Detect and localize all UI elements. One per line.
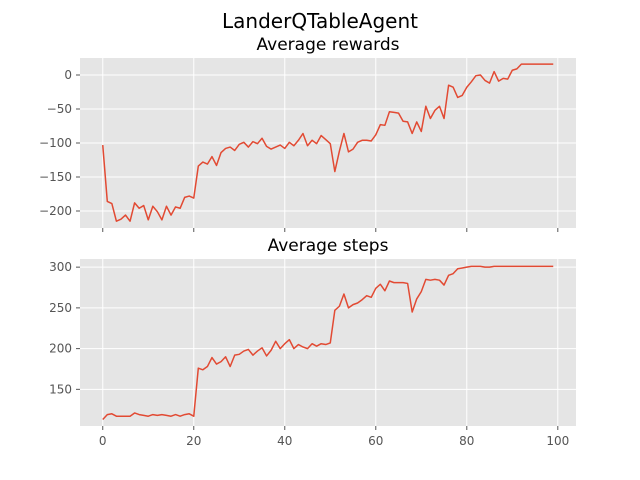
rewards-y-tick-label: −100 [39,136,72,150]
steps-x-tick-label: 0 [99,434,107,448]
rewards-y-tick-label: −150 [39,170,72,184]
rewards-y-tick-label: −50 [47,102,72,116]
steps-x-tick-label: 40 [277,434,292,448]
rewards-chart: 0 −50 −100 −150 −200 Average rewards [39,35,576,232]
steps-chart-title: Average steps [268,236,389,256]
steps-y-tick-label: 300 [49,260,72,274]
steps-y-tick-label: 150 [49,382,72,396]
rewards-series-line [102,63,554,222]
steps-y-tick-label: 250 [49,301,72,315]
steps-x-tick-label: 60 [368,434,383,448]
rewards-chart-title: Average rewards [257,35,400,55]
figure-suptitle: LanderQTableAgent [222,9,418,33]
rewards-y-tick-label: −200 [39,204,72,218]
steps-plot-area [80,259,576,426]
steps-series-line [102,265,554,420]
steps-y-tick-label: 200 [49,342,72,356]
steps-x-tick-label: 80 [459,434,474,448]
steps-x-tick-label: 20 [186,434,201,448]
steps-chart: 0 20 40 60 80 100 150 200 250 300 Average steps [49,236,576,448]
steps-x-tick-label: 100 [546,434,569,448]
rewards-y-tick-label: 0 [64,68,72,82]
